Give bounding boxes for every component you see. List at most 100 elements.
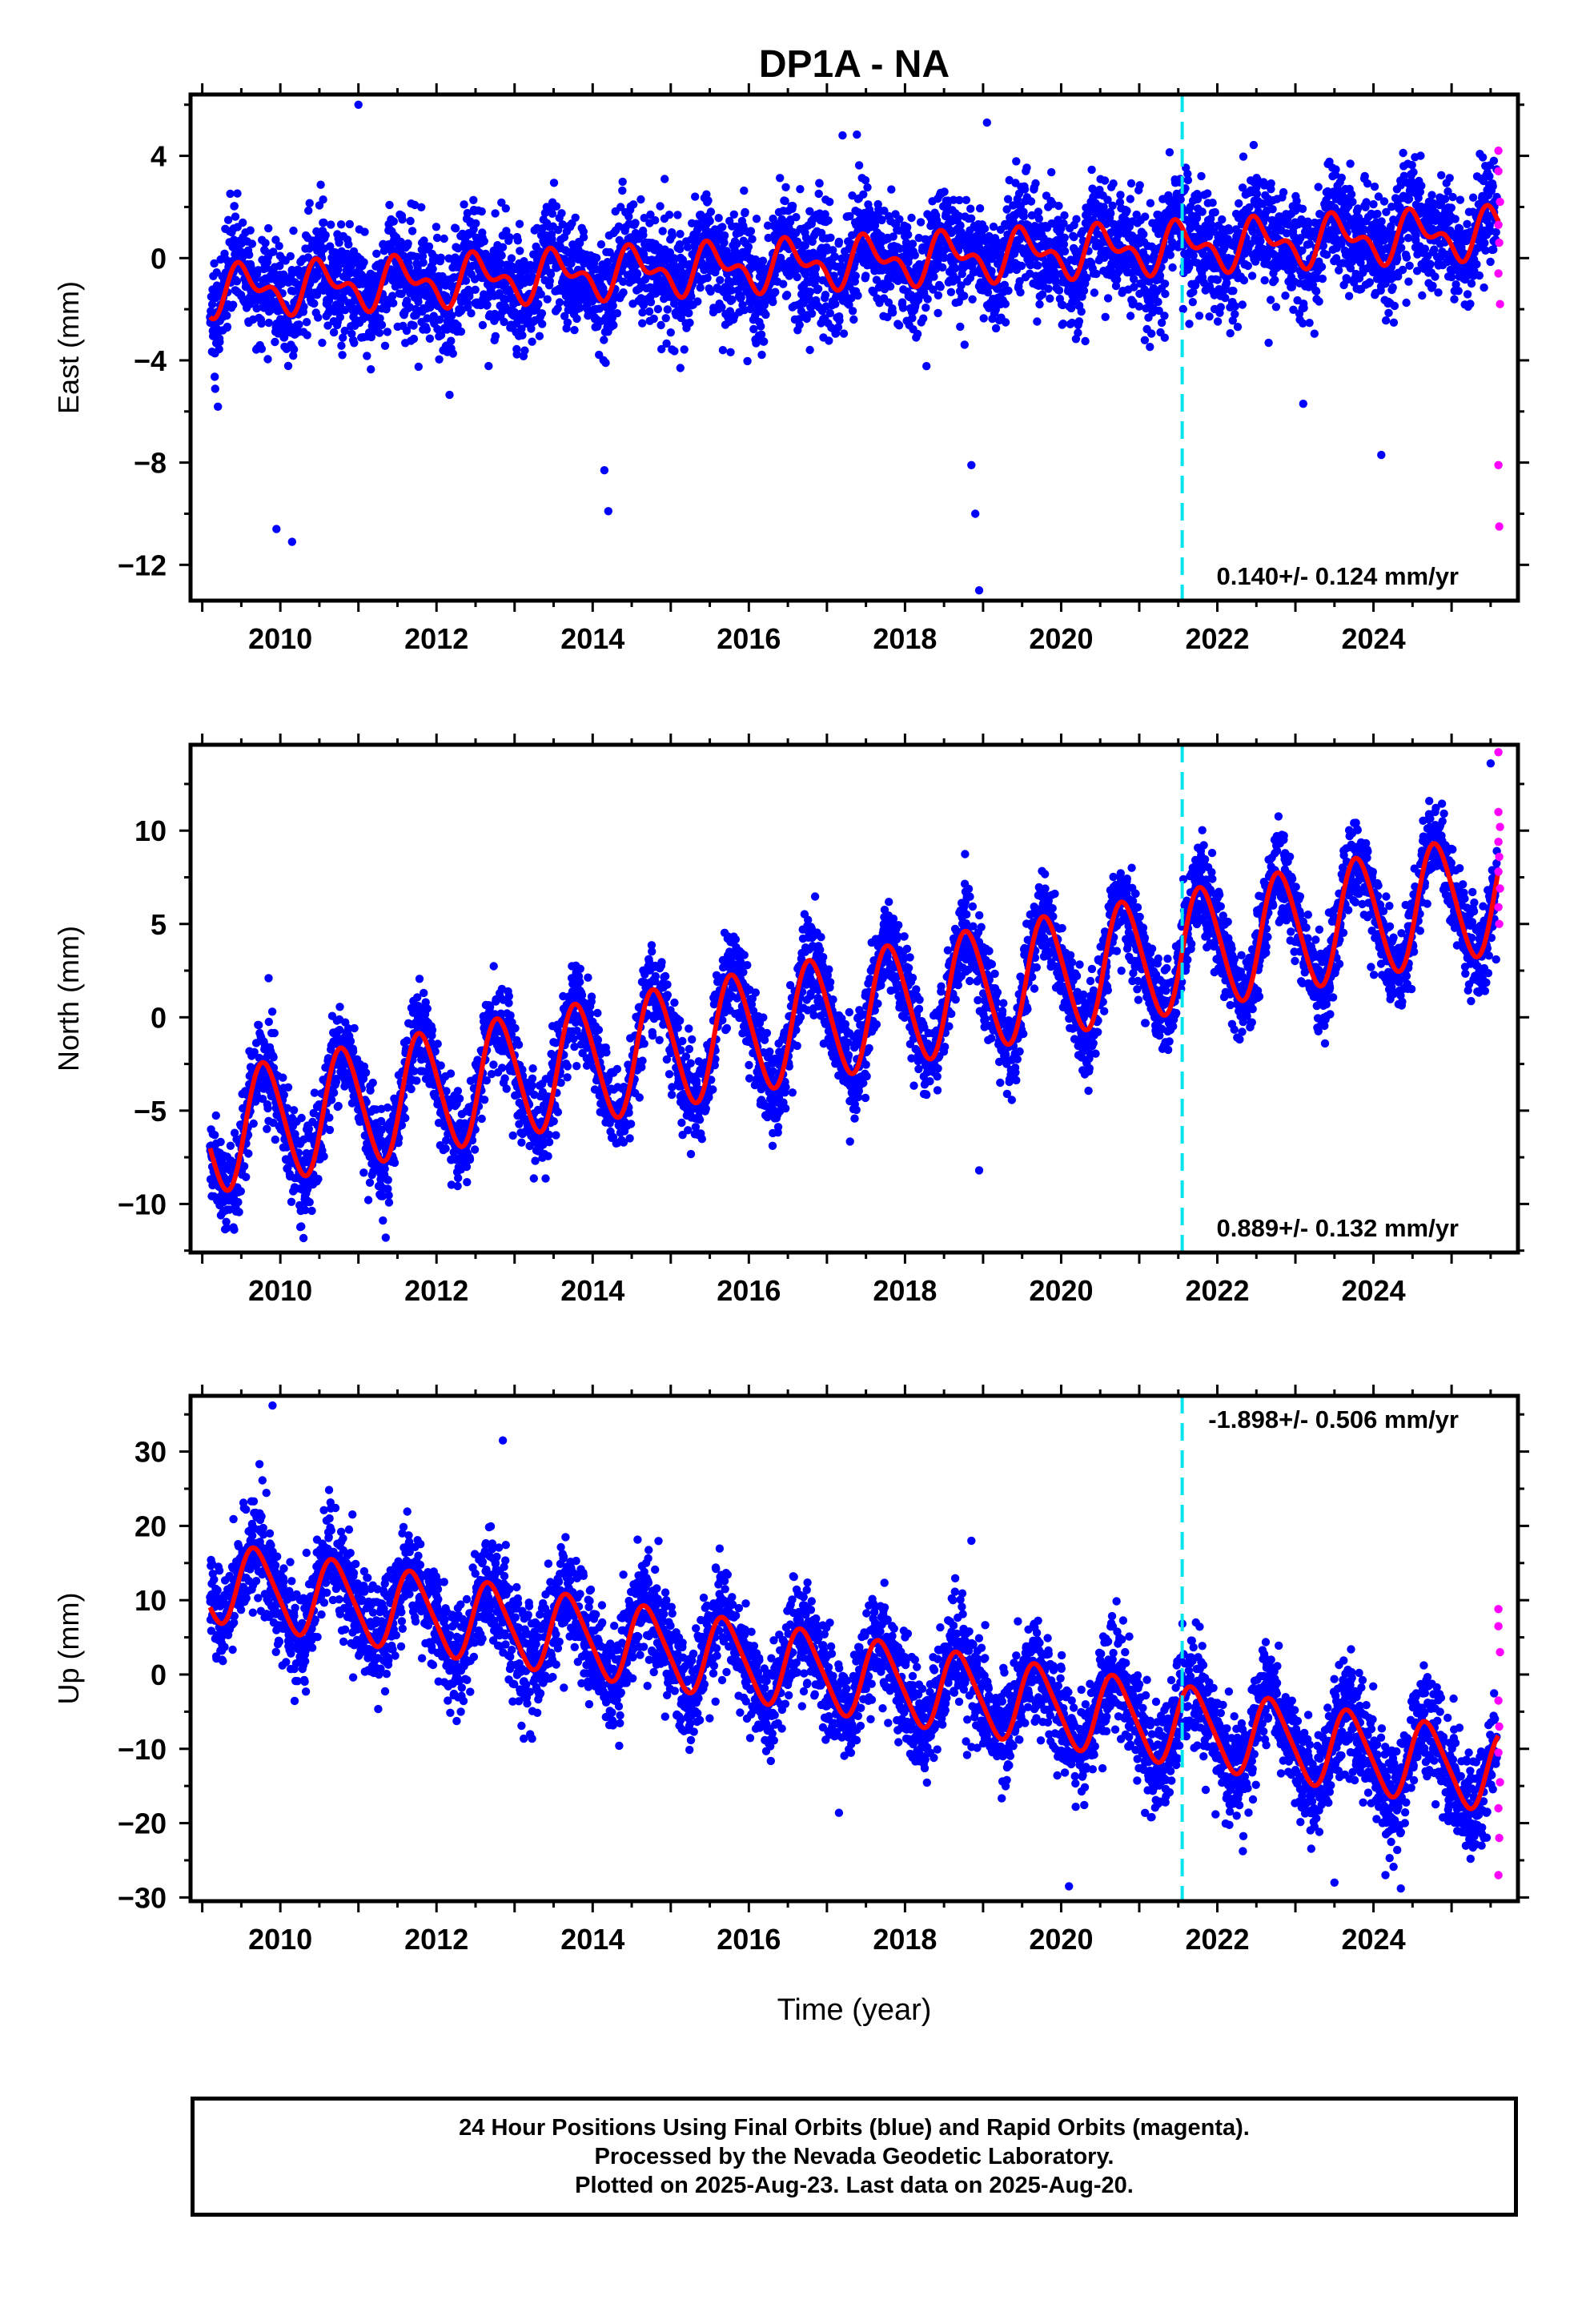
data-point	[1417, 181, 1426, 191]
data-point	[223, 322, 232, 332]
data-point	[302, 318, 311, 327]
data-point	[1074, 317, 1084, 326]
data-point	[921, 304, 930, 312]
data-point	[1450, 295, 1459, 304]
data-point	[1012, 157, 1021, 166]
data-point	[825, 197, 834, 207]
data-point	[670, 347, 679, 356]
data-point	[553, 304, 562, 313]
data-point	[966, 204, 975, 213]
data-point	[261, 239, 270, 247]
data-point	[412, 311, 420, 320]
data-point	[805, 287, 815, 296]
data-point	[1393, 254, 1402, 263]
data-point	[1239, 275, 1249, 285]
data-point	[1004, 286, 1013, 296]
data-point	[1337, 173, 1347, 183]
data-point	[538, 320, 547, 328]
data-point	[898, 304, 908, 312]
data-point	[396, 237, 405, 247]
data-point	[1305, 319, 1314, 328]
data-point	[233, 189, 242, 198]
rapid-orbit-point	[1494, 460, 1503, 469]
data-point	[894, 321, 904, 330]
data-point	[1035, 300, 1044, 309]
data-point	[426, 303, 435, 312]
data-point	[1195, 312, 1204, 320]
rapid-orbit-point	[1494, 147, 1503, 155]
data-point	[1054, 201, 1063, 211]
data-point	[813, 284, 823, 293]
data-point	[1155, 271, 1165, 280]
data-point	[400, 251, 408, 260]
data-point	[821, 291, 830, 300]
plot-frame	[188, 92, 1520, 603]
data-point	[1185, 320, 1194, 328]
data-point	[1279, 187, 1288, 197]
data-point	[1192, 214, 1202, 223]
outlier-point	[974, 586, 984, 595]
data-point	[693, 297, 702, 306]
data-point	[907, 213, 916, 223]
data-point	[283, 361, 293, 371]
data-point	[563, 318, 572, 327]
data-point	[691, 192, 700, 201]
data-point	[323, 321, 332, 330]
data-point	[771, 287, 780, 296]
data-point	[1165, 148, 1174, 157]
data-point	[484, 361, 493, 371]
data-point	[980, 224, 990, 233]
data-point	[861, 271, 870, 280]
data-point	[685, 308, 693, 318]
data-point	[303, 331, 311, 340]
data-point	[1488, 182, 1497, 191]
data-point	[1140, 336, 1150, 344]
data-point	[923, 295, 932, 304]
data-point	[601, 358, 610, 368]
data-point	[716, 275, 725, 284]
data-point	[557, 209, 566, 218]
data-point	[576, 304, 584, 312]
data-point	[498, 243, 508, 251]
x-tick-label: 2018	[873, 622, 937, 655]
data-point	[497, 251, 506, 260]
data-point	[1226, 329, 1235, 338]
data-point	[599, 284, 608, 293]
data-point	[592, 253, 601, 263]
data-point	[1360, 171, 1369, 181]
outlier-point	[838, 131, 847, 140]
data-point	[252, 304, 261, 313]
data-point	[805, 345, 814, 355]
data-point	[752, 339, 761, 348]
data-point	[1147, 329, 1156, 338]
data-point	[1168, 263, 1177, 272]
data-point	[741, 207, 749, 217]
data-point	[665, 211, 674, 219]
data-point	[263, 355, 272, 364]
outlier-point	[1299, 400, 1308, 408]
data-point	[223, 311, 231, 320]
data-point	[536, 290, 545, 299]
data-point	[304, 206, 313, 215]
x-tick-label: 2010	[248, 622, 312, 655]
data-point	[337, 341, 346, 350]
data-point	[919, 314, 928, 323]
data-point	[546, 270, 556, 279]
data-point	[229, 300, 238, 309]
data-point	[257, 344, 267, 353]
data-point	[467, 309, 476, 318]
data-point	[448, 311, 456, 320]
data-point	[1434, 288, 1443, 297]
data-point	[560, 312, 569, 320]
data-point	[314, 313, 323, 322]
data-point	[1160, 279, 1170, 288]
data-point	[461, 276, 471, 285]
data-point	[513, 236, 522, 245]
data-point	[425, 334, 435, 343]
data-point	[338, 351, 347, 360]
data-point	[1266, 296, 1275, 304]
data-point	[1101, 312, 1110, 321]
data-point	[1188, 298, 1198, 307]
data-point	[1492, 227, 1500, 237]
data-point	[1403, 234, 1413, 243]
